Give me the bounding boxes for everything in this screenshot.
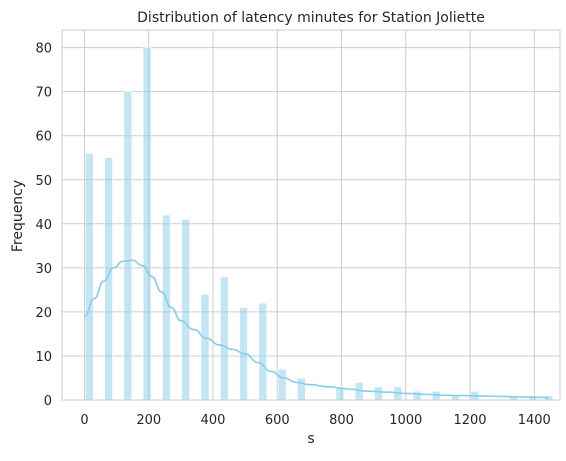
histogram-bar	[200, 293, 210, 401]
y-tick-label: 40	[35, 218, 52, 233]
x-tick-label: 1400	[518, 413, 551, 428]
kde-line	[84, 259, 549, 399]
x-tick-label: 1200	[453, 413, 486, 428]
x-tick-label: 1000	[389, 413, 422, 428]
histogram-bar	[123, 91, 133, 401]
y-tick-label: 20	[35, 306, 52, 321]
kde-curve-layer	[84, 259, 549, 399]
grid-lines	[62, 30, 560, 401]
histogram-bar	[85, 153, 94, 401]
histogram-bar	[219, 276, 229, 401]
y-tick-label: 30	[35, 262, 52, 277]
histogram-bar	[412, 390, 422, 401]
x-tick-label: 200	[136, 413, 161, 428]
y-tick-label: 80	[35, 42, 52, 57]
y-tick-label: 50	[35, 174, 52, 189]
histogram-bar	[277, 368, 287, 401]
x-tick-label: 400	[201, 413, 226, 428]
x-tick-label: 800	[329, 413, 354, 428]
y-tick-label: 60	[35, 130, 52, 145]
histogram-bar	[374, 386, 383, 401]
x-tick-label: 600	[265, 413, 290, 428]
plot-frame	[61, 29, 561, 401]
y-tick-label: 10	[35, 350, 52, 365]
histogram-bar	[258, 302, 268, 401]
histogram-bar	[181, 219, 190, 401]
y-tick-labels: 0 10 20 30 40 50 60 70 80	[35, 42, 52, 409]
histogram-bar	[297, 377, 306, 401]
histogram-bar	[142, 47, 152, 401]
x-tick-label: 0	[80, 413, 88, 428]
y-tick-label: 0	[44, 394, 52, 409]
y-tick-label: 70	[35, 86, 52, 101]
y-axis-label: Frequency	[10, 180, 26, 252]
chart-title: Distribution of latency minutes for Stat…	[137, 10, 485, 26]
x-axis-label: s	[307, 431, 314, 447]
x-tick-labels: 0 200 400 600 800 1000 1200 1400	[80, 413, 550, 428]
histogram-bar	[162, 214, 171, 401]
